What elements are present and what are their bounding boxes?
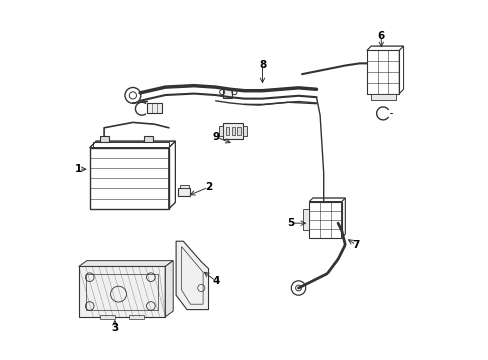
Bar <box>86 274 158 310</box>
Text: 3: 3 <box>111 323 118 333</box>
Text: 6: 6 <box>377 31 384 41</box>
Bar <box>93 142 168 148</box>
Bar <box>101 136 109 142</box>
Bar <box>366 50 399 94</box>
Polygon shape <box>79 261 173 266</box>
Polygon shape <box>242 126 247 136</box>
Text: 2: 2 <box>204 182 212 192</box>
Bar <box>179 185 188 188</box>
Bar <box>302 209 309 230</box>
Text: 5: 5 <box>287 218 294 228</box>
Bar <box>370 94 395 100</box>
Bar <box>309 202 341 238</box>
Text: 9: 9 <box>212 132 219 142</box>
Polygon shape <box>79 266 165 317</box>
Polygon shape <box>176 241 208 310</box>
Bar <box>101 315 115 319</box>
Bar <box>237 127 241 135</box>
Text: 1: 1 <box>75 164 82 174</box>
Bar <box>129 315 143 319</box>
Text: 4: 4 <box>212 276 219 286</box>
Bar <box>89 148 168 209</box>
Bar <box>223 88 231 98</box>
Bar <box>231 127 235 135</box>
Bar <box>225 127 229 135</box>
Polygon shape <box>165 261 173 317</box>
Bar <box>223 123 242 139</box>
Polygon shape <box>218 126 223 136</box>
Bar <box>147 103 162 113</box>
Bar <box>178 188 190 196</box>
Text: 7: 7 <box>352 240 359 250</box>
Bar <box>143 136 152 142</box>
Text: 8: 8 <box>258 60 265 70</box>
